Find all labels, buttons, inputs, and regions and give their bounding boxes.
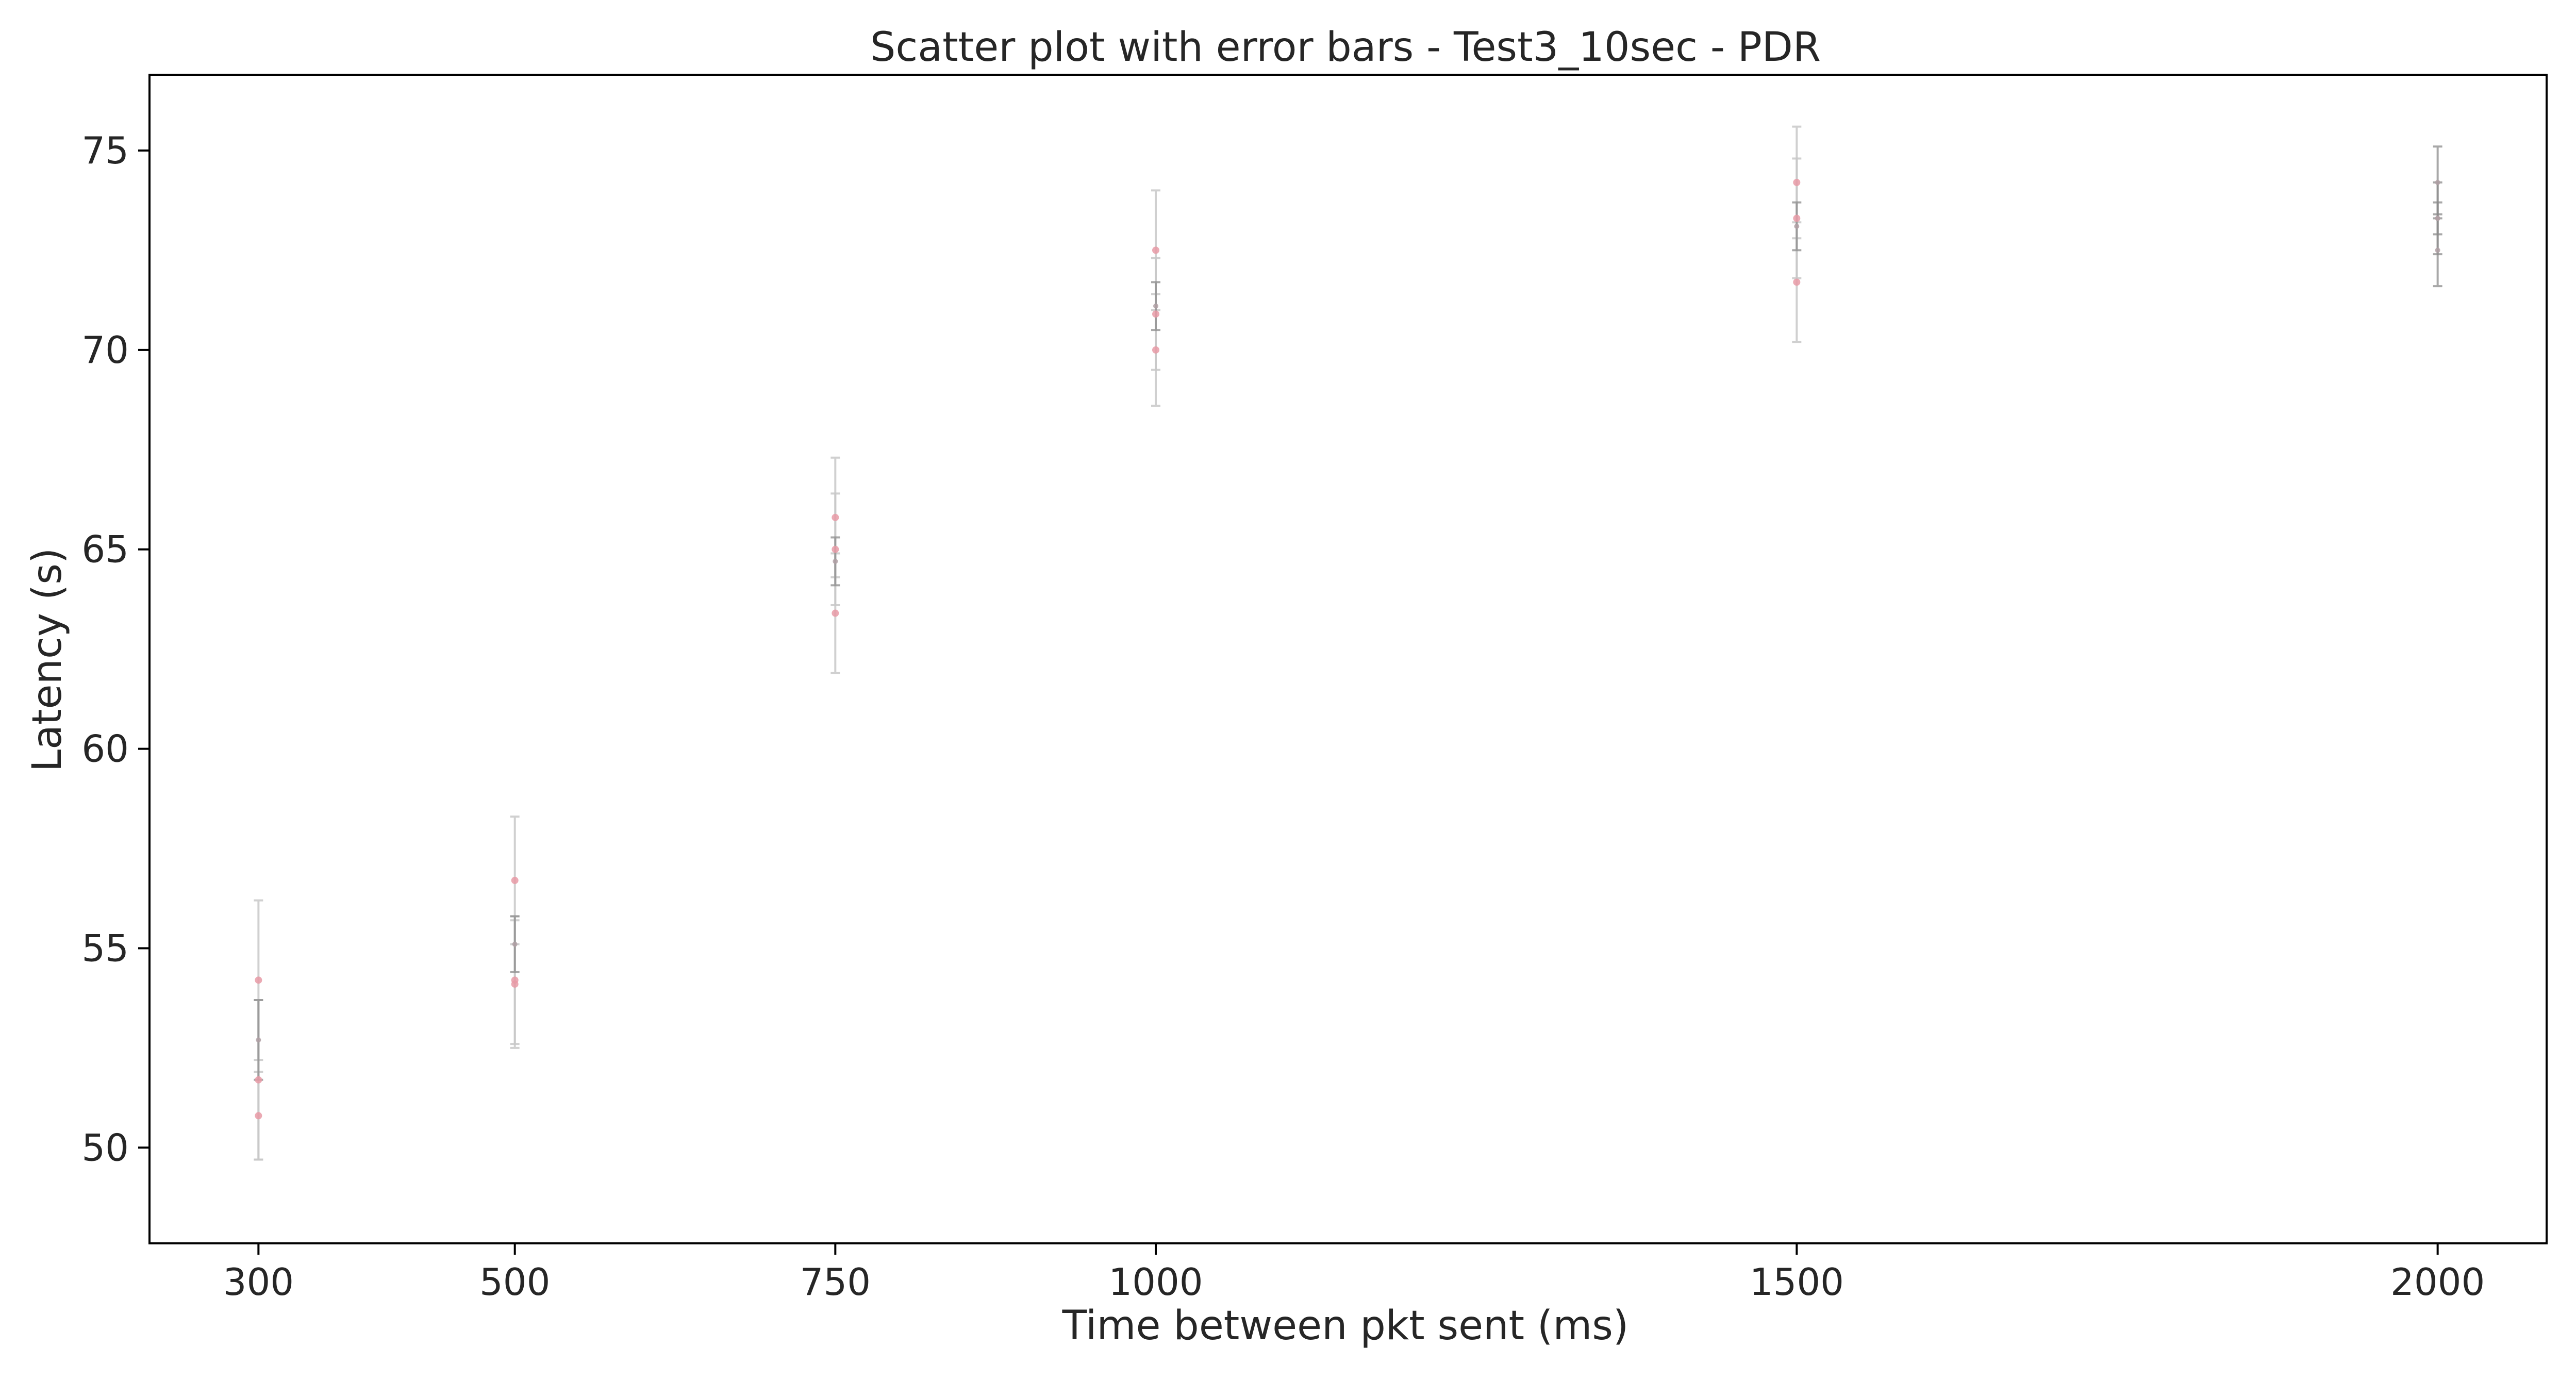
x-tick-label-500: 500 — [479, 1260, 550, 1304]
data-point-12 — [1152, 246, 1160, 254]
x-tick-label-300: 300 — [223, 1260, 294, 1304]
x-axis-ticks: 300 500 750 1000 1500 2000 — [223, 1243, 2485, 1304]
data-point-9 — [832, 545, 839, 553]
x-axis-title: Time between pkt sent (ms) — [1062, 1303, 1629, 1349]
x-tick-label-1000: 1000 — [1108, 1260, 1203, 1304]
data-point-10 — [832, 609, 839, 617]
data-point-4 — [511, 876, 519, 884]
data-point-16 — [1793, 178, 1801, 186]
data-point-2 — [255, 1112, 262, 1120]
y-tick-label-50: 50 — [81, 1126, 129, 1169]
y-tick-label-55: 55 — [81, 926, 129, 970]
data-point-23 — [2435, 215, 2440, 221]
x-tick-label-1500: 1500 — [1750, 1260, 1844, 1304]
data-point-13 — [1152, 310, 1160, 318]
data-point-0 — [255, 976, 262, 984]
data-point-17 — [1793, 214, 1801, 222]
y-tick-label-75: 75 — [81, 129, 129, 172]
x-tick-label-2000: 2000 — [2390, 1260, 2485, 1304]
y-axis-title: Latency (s) — [24, 548, 71, 772]
data-point-18 — [1793, 278, 1801, 286]
data-point-1 — [255, 1076, 262, 1084]
data-point-22 — [2435, 247, 2440, 253]
data-point-8 — [832, 513, 839, 521]
data-point-7 — [512, 941, 518, 947]
plot-frame — [148, 74, 2548, 1244]
data-point-11 — [833, 558, 838, 564]
data-point-3 — [256, 1037, 261, 1043]
data-points-layer — [255, 178, 2440, 1120]
data-point-6 — [511, 980, 519, 988]
chart-title: Scatter plot with error bars - Test3_10s… — [870, 24, 1821, 71]
y-tick-label-65: 65 — [81, 528, 129, 571]
y-tick-label-60: 60 — [81, 727, 129, 771]
data-point-19 — [1794, 224, 1800, 229]
y-tick-label-70: 70 — [81, 328, 129, 372]
data-point-20 — [2435, 179, 2440, 185]
data-point-14 — [1152, 346, 1160, 354]
x-tick-label-750: 750 — [800, 1260, 871, 1304]
y-axis-ticks: 50 55 60 65 70 75 — [81, 129, 149, 1169]
data-point-15 — [1153, 303, 1159, 309]
